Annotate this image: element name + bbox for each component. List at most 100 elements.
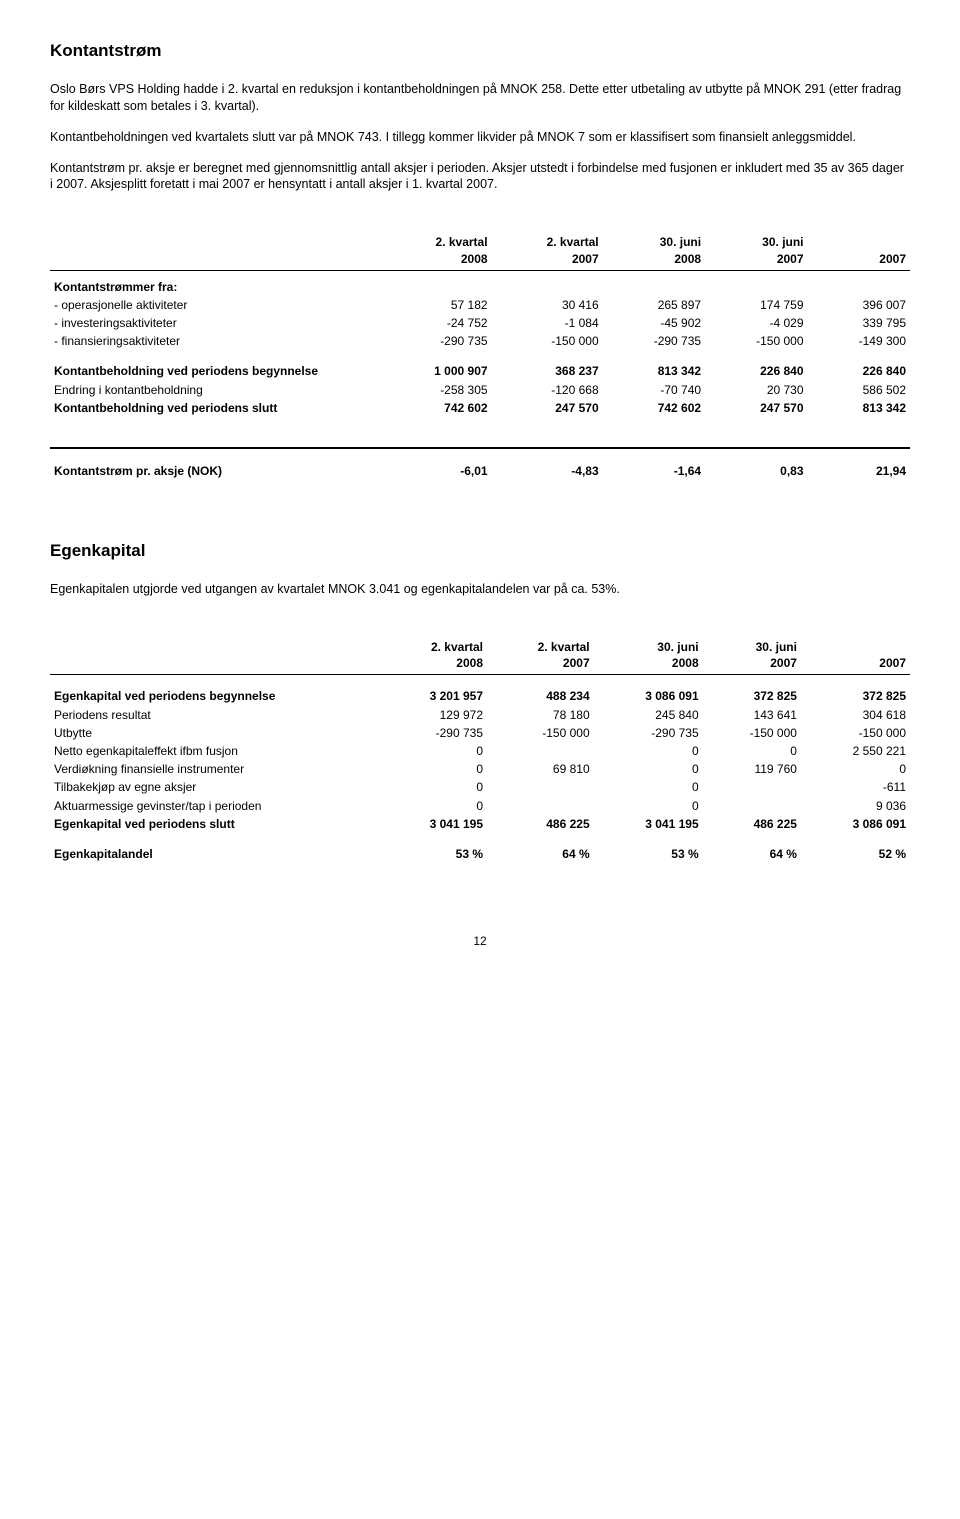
row-label: Egenkapital ved periodens begynnelse (50, 687, 378, 705)
col-header: 2. kvartal2008 (378, 638, 487, 672)
cell: -150 000 (487, 724, 594, 742)
table-row: Kontantbeholdning ved periodens slutt742… (50, 399, 910, 417)
table-row: - investeringsaktiviteter-24 752-1 084-4… (50, 314, 910, 332)
cell: 3 041 195 (378, 815, 487, 833)
row-label: Periodens resultat (50, 706, 378, 724)
cell (487, 742, 594, 760)
cell: 0 (378, 797, 487, 815)
cell: 372 825 (801, 687, 910, 705)
cell: 0 (594, 742, 703, 760)
cell: 53 % (594, 845, 703, 863)
cell: 247 570 (492, 399, 603, 417)
cell: 247 570 (705, 399, 807, 417)
section-title: Kontantstrøm (50, 40, 910, 63)
row-label: Egenkapital ved periodens slutt (50, 815, 378, 833)
equity-table: 2. kvartal2008 2. kvartal2007 30. juni20… (50, 638, 910, 863)
cell: 0 (594, 778, 703, 796)
cell: -258 305 (378, 381, 492, 399)
cell: 53 % (378, 845, 487, 863)
cell: 0 (594, 797, 703, 815)
cell: 20 730 (705, 381, 807, 399)
col-header: 30. juni2007 (705, 233, 807, 267)
cell: 0 (703, 742, 801, 760)
cell: 1 000 907 (378, 362, 492, 380)
cell: 2 550 221 (801, 742, 910, 760)
col-header: 2. kvartal2008 (378, 233, 492, 267)
row-label: Utbytte (50, 724, 378, 742)
col-label-blank (50, 233, 378, 267)
col-header: 2007 (808, 233, 910, 267)
cell: 129 972 (378, 706, 487, 724)
row-label: - operasjonelle aktiviteter (50, 296, 378, 314)
cell: 3 201 957 (378, 687, 487, 705)
col-header: 30. juni2008 (594, 638, 703, 672)
section-kontantstrom: Kontantstrøm Oslo Børs VPS Holding hadde… (50, 40, 910, 480)
row-label: - finansieringsaktiviteter (50, 332, 378, 350)
col-label-blank (50, 638, 378, 672)
cell: 52 % (801, 845, 910, 863)
cell: 0 (801, 760, 910, 778)
table-row: Endring i kontantbeholdning-258 305-120 … (50, 381, 910, 399)
cell: 64 % (487, 845, 594, 863)
cell: -290 735 (603, 332, 705, 350)
col-header: 2. kvartal2007 (492, 233, 603, 267)
cell: -1,64 (603, 462, 705, 480)
cell: 0 (378, 760, 487, 778)
cell: 3 086 091 (594, 687, 703, 705)
cell: 78 180 (487, 706, 594, 724)
paragraph: Kontantstrøm pr. aksje er beregnet med g… (50, 160, 910, 194)
cell: 488 234 (487, 687, 594, 705)
section-egenkapital: Egenkapital Egenkapitalen utgjorde ved u… (50, 540, 910, 863)
table-row: Egenkapital ved periodens begynnelse3 20… (50, 687, 910, 705)
cell: 245 840 (594, 706, 703, 724)
cell: 57 182 (378, 296, 492, 314)
cell: -290 735 (378, 332, 492, 350)
cell: -70 740 (603, 381, 705, 399)
cell: 265 897 (603, 296, 705, 314)
cell: 30 416 (492, 296, 603, 314)
section-title: Egenkapital (50, 540, 910, 563)
cell (703, 778, 801, 796)
table-row: Netto egenkapitaleffekt ifbm fusjon0002 … (50, 742, 910, 760)
cell: 486 225 (487, 815, 594, 833)
cell: 742 602 (603, 399, 705, 417)
row-label: Kontantbeholdning ved periodens slutt (50, 399, 378, 417)
cell: 742 602 (378, 399, 492, 417)
cashflow-table: 2. kvartal2008 2. kvartal2007 30. juni20… (50, 233, 910, 480)
table-row: Periodens resultat129 97278 180245 84014… (50, 706, 910, 724)
cell: 0 (378, 742, 487, 760)
paragraph: Oslo Børs VPS Holding hadde i 2. kvartal… (50, 81, 910, 115)
cell: 0,83 (705, 462, 807, 480)
row-label: Tilbakekjøp av egne aksjer (50, 778, 378, 796)
cell: 813 342 (808, 399, 910, 417)
cell: 3 086 091 (801, 815, 910, 833)
col-header: 2007 (801, 638, 910, 672)
cell: -150 000 (703, 724, 801, 742)
cell: -6,01 (378, 462, 492, 480)
table-row: Egenkapital ved periodens slutt3 041 195… (50, 815, 910, 833)
col-header: 30. juni2008 (603, 233, 705, 267)
cell: 396 007 (808, 296, 910, 314)
row-label: - investeringsaktiviteter (50, 314, 378, 332)
cell: -290 735 (594, 724, 703, 742)
row-label: Egenkapitalandel (50, 845, 378, 863)
cell: -290 735 (378, 724, 487, 742)
cell (703, 797, 801, 815)
cell: 3 041 195 (594, 815, 703, 833)
cell: 372 825 (703, 687, 801, 705)
table-row: Egenkapitalandel53 %64 %53 %64 %52 % (50, 845, 910, 863)
table-row: Verdiøkning finansielle instrumenter069 … (50, 760, 910, 778)
table-row: - finansieringsaktiviteter-290 735-150 0… (50, 332, 910, 350)
paragraph: Kontantbeholdningen ved kvartalets slutt… (50, 129, 910, 146)
cell: -150 000 (705, 332, 807, 350)
cell: 21,94 (808, 462, 910, 480)
row-label: Netto egenkapitaleffekt ifbm fusjon (50, 742, 378, 760)
cell: 143 641 (703, 706, 801, 724)
cell: 9 036 (801, 797, 910, 815)
cell: 174 759 (705, 296, 807, 314)
cell: 368 237 (492, 362, 603, 380)
cell: -4 029 (705, 314, 807, 332)
paragraph: Egenkapitalen utgjorde ved utgangen av k… (50, 581, 910, 598)
cell: 64 % (703, 845, 801, 863)
cell: 813 342 (603, 362, 705, 380)
